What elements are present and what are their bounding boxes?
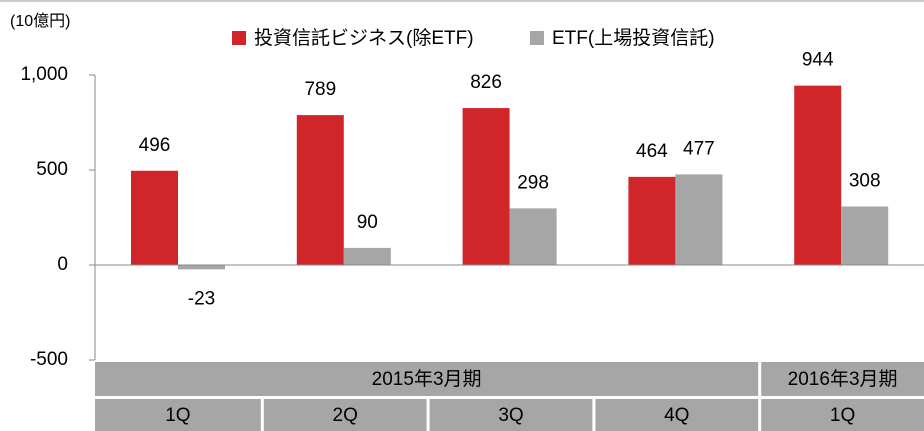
data-label: -23: [188, 288, 215, 309]
legend-swatch: [232, 31, 246, 45]
bar: [794, 85, 842, 265]
bar: [178, 265, 225, 270]
data-label: 308: [849, 170, 881, 191]
data-label: 944: [802, 50, 834, 71]
data-label: 826: [470, 72, 502, 93]
group-cell: [95, 362, 759, 396]
x-tick-label: 1Q: [165, 405, 190, 426]
category-cell: [429, 399, 593, 431]
bar: [675, 174, 723, 265]
y-tick-label: -500: [30, 349, 68, 370]
x-tick-label: 4Q: [664, 405, 689, 426]
data-label: 298: [517, 172, 549, 193]
data-label: 90: [357, 212, 378, 233]
bar: [296, 115, 344, 265]
data-label: 464: [636, 141, 668, 162]
group-label: 2016年3月期: [788, 368, 898, 390]
bar: [509, 208, 557, 265]
legend-label: ETF(上場投資信託): [552, 27, 715, 49]
category-cell: [95, 399, 261, 431]
x-tick-label: 2Q: [333, 405, 358, 426]
group-cell: [761, 362, 924, 396]
bar: [462, 108, 510, 265]
data-label: 496: [139, 135, 171, 156]
category-cell: [263, 399, 427, 431]
legend-label: 投資信託ビジネス(除ETF): [254, 27, 474, 49]
bar: [343, 247, 391, 265]
bar: [841, 206, 889, 265]
unit-label: (10億円): [10, 12, 70, 30]
x-tick-label: 1Q: [830, 405, 855, 426]
bar: [628, 176, 676, 265]
y-tick-label: 500: [36, 159, 68, 180]
category-cell: [761, 399, 924, 431]
x-tick-label: 3Q: [498, 405, 523, 426]
category-cell: [595, 399, 759, 431]
data-label: 477: [683, 138, 715, 159]
bar: [131, 170, 178, 265]
data-label: 789: [304, 79, 336, 100]
y-tick-label: 1,000: [20, 64, 68, 85]
group-label: 2015年3月期: [372, 368, 482, 390]
legend-swatch: [530, 31, 544, 45]
y-tick-label: 0: [57, 254, 68, 275]
